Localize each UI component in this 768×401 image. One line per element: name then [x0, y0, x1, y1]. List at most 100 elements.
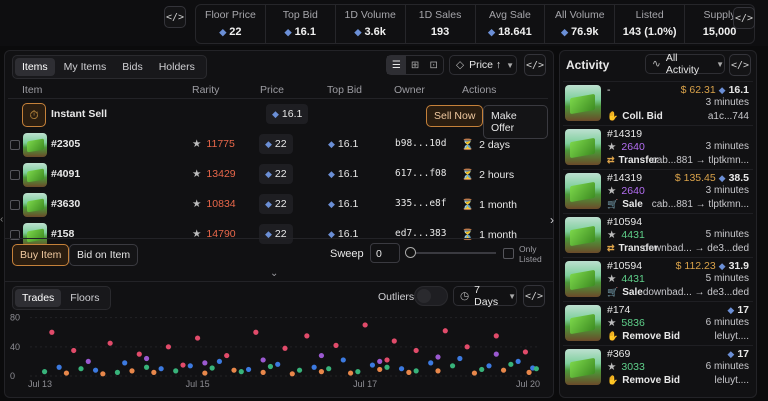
trade-point[interactable]	[202, 370, 208, 376]
range-dropdown[interactable]: ◷ 7 Days ▼	[453, 284, 517, 308]
trade-point[interactable]	[435, 368, 441, 374]
trade-point[interactable]	[114, 369, 121, 375]
embed-code-button-items[interactable]: </>	[524, 54, 546, 76]
trade-point[interactable]	[304, 333, 310, 339]
trade-point[interactable]	[428, 360, 434, 366]
trade-point[interactable]	[92, 367, 99, 373]
item-price[interactable]: ◆ 22	[259, 194, 293, 214]
trade-point[interactable]	[384, 357, 390, 363]
trade-point[interactable]	[260, 369, 266, 375]
trade-point[interactable]	[377, 358, 383, 365]
item-owner[interactable]: 617...f08	[395, 168, 447, 179]
embed-code-button-chart[interactable]: </>	[523, 285, 545, 307]
trade-point[interactable]	[435, 354, 441, 360]
trade-point[interactable]	[406, 369, 412, 375]
trade-point[interactable]	[457, 355, 463, 362]
trade-point[interactable]	[289, 371, 295, 377]
item-price[interactable]: ◆ 22	[259, 224, 293, 244]
trade-point[interactable]	[158, 366, 164, 372]
item-price[interactable]: ◆ 22	[259, 164, 293, 184]
trade-point[interactable]	[318, 352, 325, 359]
activity-item[interactable]: #14319 ★ 2640 ⇄ Transfer 3 minutes cab...8…	[563, 125, 753, 169]
grid-large-icon[interactable]: ⊡	[429, 59, 438, 71]
activity-item[interactable]: #14319 ★ 2640 🛒 Sale $ 135.45 ◆ 38.5 3 minu…	[563, 169, 753, 213]
list-view-icon[interactable]: ☰	[387, 56, 406, 74]
item-name[interactable]: #4091	[51, 168, 81, 180]
activity-address[interactable]: cab...881 → tlptkmn...	[651, 199, 749, 210]
trade-point[interactable]	[143, 364, 150, 370]
trade-point[interactable]	[296, 367, 303, 373]
trade-point[interactable]	[209, 365, 215, 371]
item-name[interactable]: #3630	[51, 198, 81, 210]
trade-point[interactable]	[136, 351, 142, 357]
trade-point[interactable]	[526, 369, 532, 375]
trade-point[interactable]	[398, 366, 405, 372]
grid-small-icon[interactable]: ⊞	[410, 59, 420, 71]
trade-point[interactable]	[49, 329, 55, 335]
trade-point[interactable]	[355, 369, 361, 375]
trade-point[interactable]	[479, 366, 485, 373]
trade-point[interactable]	[311, 364, 317, 370]
outliers-toggle[interactable]	[414, 286, 448, 306]
embed-code-button-stats[interactable]: </>	[733, 7, 755, 29]
activity-item[interactable]: - ✋ Coll. Bid $ 62.31 ◆ 16.1 3 minutes a1c…	[563, 81, 753, 125]
trade-point[interactable]	[122, 360, 128, 366]
table-row[interactable]: #2305 ★ 11775 ◆ 22 ◆ 16.1 b98...10d ⏳ 2 days	[8, 131, 548, 159]
trade-point[interactable]	[449, 363, 456, 369]
tab-holders[interactable]: Holders	[158, 61, 195, 73]
trade-point[interactable]	[493, 351, 499, 357]
sell-now-button[interactable]: Sell Now	[426, 105, 484, 127]
buy-item-button[interactable]: Buy Item	[12, 244, 70, 266]
trade-point[interactable]	[486, 363, 492, 369]
trade-point[interactable]	[347, 370, 354, 376]
trade-point[interactable]	[63, 370, 70, 376]
table-row[interactable]: #4091 ★ 13429 ◆ 22 ◆ 16.1 617...f08 ⏳ 2 hour…	[8, 161, 548, 189]
activity-address[interactable]: leluyt....	[714, 331, 749, 342]
embed-code-button-top[interactable]: </>	[164, 6, 186, 28]
trade-point[interactable]	[71, 347, 77, 354]
trade-point[interactable]	[231, 367, 237, 373]
chart-tab-trades[interactable]: Trades	[15, 289, 62, 307]
trade-point[interactable]	[202, 360, 208, 366]
activity-filter-dropdown[interactable]: ∿ All Activity ▼	[645, 52, 725, 76]
sweep-input[interactable]: 0	[370, 243, 400, 263]
trade-point[interactable]	[522, 349, 529, 355]
trade-point[interactable]	[216, 358, 223, 365]
right-arrow-icon[interactable]: ›	[550, 213, 554, 227]
trade-point[interactable]	[143, 355, 150, 362]
row-checkbox[interactable]	[10, 200, 20, 210]
trade-point[interactable]	[173, 368, 179, 374]
trade-point[interactable]	[41, 369, 48, 375]
trade-point[interactable]	[533, 366, 539, 372]
tab-items[interactable]: Items	[15, 58, 55, 76]
make-offer-button[interactable]: Make Offer	[483, 105, 548, 139]
activity-address[interactable]: leluyt....	[714, 375, 749, 386]
sort-dropdown[interactable]: ◇ Price ↑ ▼	[449, 55, 517, 75]
trade-point[interactable]	[180, 362, 186, 368]
item-price[interactable]: ◆ 22	[259, 134, 293, 154]
activity-item[interactable]: #174 ★ 5836 ✋ Remove Bid ◆ 17 6 minutes lel…	[563, 301, 753, 345]
trade-point[interactable]	[413, 347, 419, 354]
trade-point[interactable]	[318, 369, 325, 375]
trade-point[interactable]	[500, 367, 507, 373]
activity-address[interactable]: downbad... → de3...ded	[642, 287, 749, 298]
trade-point[interactable]	[384, 364, 390, 370]
trade-point[interactable]	[151, 369, 157, 375]
trade-point[interactable]	[224, 352, 230, 359]
tab-my-items[interactable]: My Items	[63, 61, 107, 73]
trade-point[interactable]	[238, 369, 244, 375]
trade-point[interactable]	[391, 338, 397, 344]
activity-address[interactable]: cab...881 → tlptkmn...	[651, 155, 749, 166]
sweep-slider-handle[interactable]	[405, 247, 416, 258]
item-owner[interactable]: b98...10d	[395, 138, 447, 149]
trade-point[interactable]	[56, 364, 62, 370]
row-checkbox[interactable]	[10, 170, 20, 180]
item-name[interactable]: #158	[51, 228, 75, 240]
activity-item[interactable]: #369 ★ 3033 ✋ Remove Bid ◆ 17 6 minutes lel…	[563, 345, 753, 389]
trade-point[interactable]	[129, 368, 135, 374]
trade-point[interactable]	[508, 361, 514, 367]
trade-point[interactable]	[493, 333, 499, 339]
chart-tab-floors[interactable]: Floors	[70, 292, 100, 304]
only-listed-checkbox[interactable]	[503, 248, 514, 259]
embed-code-button-activity[interactable]: </>	[729, 54, 751, 76]
